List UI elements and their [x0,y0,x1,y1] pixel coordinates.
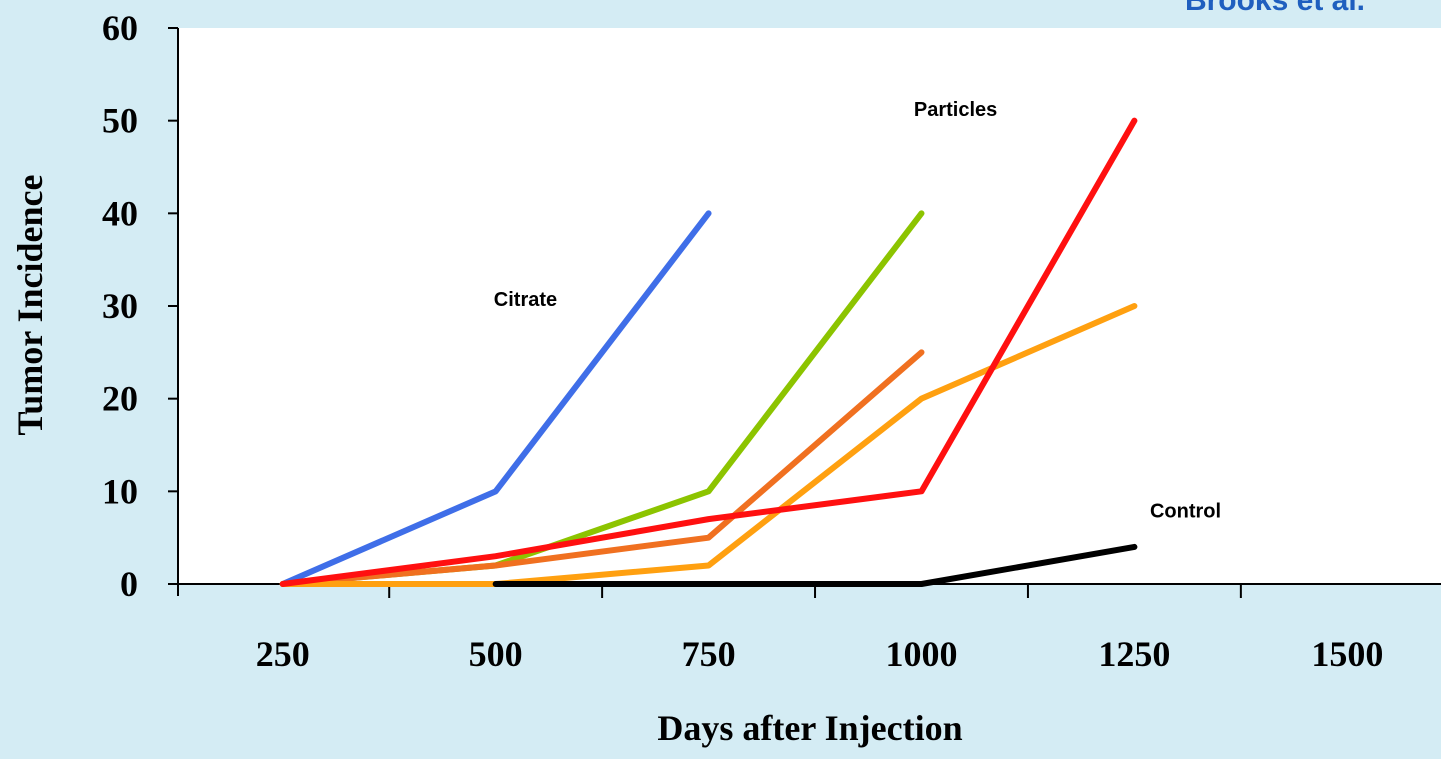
annotation: Particles [914,99,997,121]
y-tick-label: 20 [102,379,138,419]
x-tick-label: 250 [256,634,310,674]
y-tick-label: 60 [102,8,138,48]
y-tick-label: 30 [102,286,138,326]
series-line [279,349,925,587]
y-tick-label: 10 [102,471,138,511]
x-axis-label: Days after Injection [657,708,962,748]
y-tick-label: 40 [102,193,138,233]
series-line [492,543,1138,587]
series-line [279,117,1138,587]
annotation: Citrate [494,289,557,311]
x-tick-label: 500 [469,634,523,674]
y-tick-label: 50 [102,101,138,141]
annotation: Control [1150,500,1221,522]
x-tick-label: 1000 [885,634,957,674]
x-tick-label: 750 [682,634,736,674]
y-axis-label: Tumor Incidence [10,174,50,435]
y-tick-label: 0 [120,564,138,604]
x-tick-label: 1500 [1311,634,1383,674]
x-tick-label: 1250 [1098,634,1170,674]
series-line [279,210,712,587]
source-label: Brooks et al. [1185,0,1365,17]
plot-area [178,28,1441,585]
